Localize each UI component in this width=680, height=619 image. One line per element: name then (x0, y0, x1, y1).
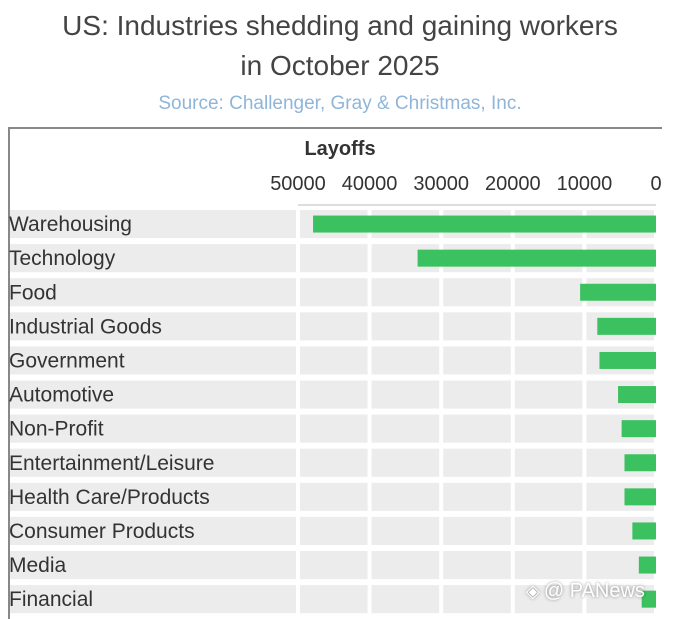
bar (624, 488, 656, 506)
source-note: Source: Challenger, Gray & Christmas, In… (158, 93, 522, 114)
bars (313, 215, 656, 608)
category-label: Automotive (9, 384, 114, 407)
watermark: ◈ @ PANews (526, 580, 645, 603)
category-label: Food (9, 281, 57, 304)
bar (632, 522, 656, 540)
title-line-1: US: Industries shedding and gaining work… (62, 10, 618, 41)
gridlines (296, 207, 658, 619)
chart-title: US: Industries shedding and gaining work… (0, 6, 680, 86)
diamond-logo-icon: ◈ (526, 581, 540, 601)
title-line-2: in October 2025 (240, 50, 440, 81)
category-label: Technology (9, 247, 116, 270)
bar (621, 420, 656, 438)
category-label: Health Care/Products (9, 486, 210, 509)
divider-line (8, 127, 662, 129)
bar (580, 283, 656, 301)
bar (618, 386, 656, 404)
bar (597, 317, 656, 335)
row-band (10, 551, 656, 580)
tick-labels: 50000 40000 30000 20000 10000 0 (270, 173, 661, 195)
bar (641, 590, 656, 608)
tick-label: 20000 (485, 173, 541, 195)
bar (313, 215, 656, 233)
row-band (10, 414, 656, 443)
row-band (10, 585, 656, 614)
row-band (10, 516, 656, 545)
row-bands (10, 210, 656, 614)
row-band (10, 380, 656, 409)
tick-label: 40000 (342, 173, 398, 195)
tick-label: 0 (650, 173, 661, 195)
category-label: Industrial Goods (9, 315, 162, 338)
bar (624, 454, 656, 472)
left-border-line (8, 127, 10, 619)
bar (599, 351, 656, 369)
row-band (10, 346, 656, 375)
category-label: Consumer Products (9, 520, 195, 543)
row-band (10, 278, 656, 307)
category-label: Government (9, 349, 125, 372)
row-band (10, 448, 656, 477)
watermark-text: @ PANews (543, 580, 645, 602)
tick-label: 30000 (413, 173, 469, 195)
tick-label: 50000 (270, 173, 326, 195)
bar (417, 249, 656, 267)
category-label: Media (9, 554, 67, 577)
category-labels: Warehousing Technology Food Industrial Good… (9, 213, 214, 611)
row-band (10, 312, 656, 341)
tick-label: 10000 (557, 173, 613, 195)
row-band (10, 482, 656, 511)
category-label: Entertainment/Leisure (9, 452, 214, 475)
category-label: Financial (9, 588, 93, 611)
category-label: Warehousing (9, 213, 132, 236)
bar (638, 556, 656, 574)
category-label: Non-Profit (9, 418, 104, 441)
axis-title: Layoffs (304, 138, 375, 160)
